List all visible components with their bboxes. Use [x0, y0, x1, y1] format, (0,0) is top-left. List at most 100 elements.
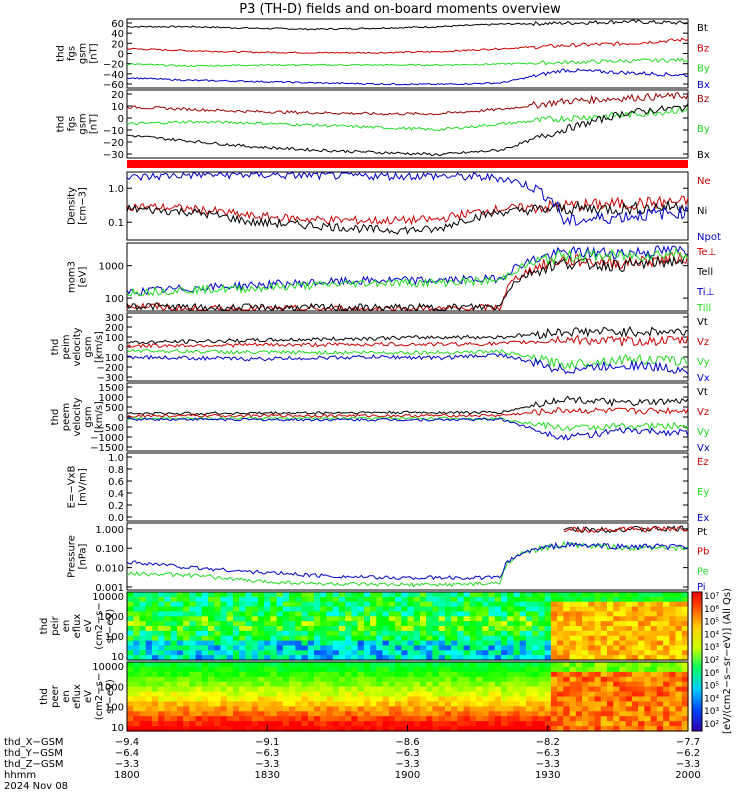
spectrogram-cell [338, 701, 346, 707]
spectrogram-cell [501, 681, 508, 688]
spectrogram-cell [538, 601, 546, 608]
spectrogram-cell [681, 676, 689, 683]
spectrogram-cell [457, 655, 465, 661]
spectrogram-cell [525, 621, 533, 627]
spectrogram-cell [631, 706, 639, 712]
spectrogram-cell [681, 701, 689, 707]
spectrogram-cell [401, 711, 409, 717]
spectrogram-cell [301, 696, 309, 702]
spectrogram-cell [395, 650, 402, 656]
spectrogram-cell [139, 611, 147, 617]
spectrogram-cell [463, 686, 471, 693]
spectrogram-cell [239, 666, 246, 673]
spectrogram-cell [189, 650, 197, 656]
spectrogram-cell [469, 650, 477, 656]
spectrogram-cell [257, 676, 265, 683]
spectrogram-cell [438, 650, 446, 656]
spectrogram-cell [457, 606, 465, 613]
spectrogram-cell [451, 611, 458, 617]
spectrogram-cell [245, 592, 253, 598]
spectrogram-cell [314, 701, 321, 707]
y-axis-label: sr−eV) [105, 609, 116, 644]
spectrogram-cell [307, 611, 315, 617]
spectrogram-cell [282, 666, 290, 673]
spectrogram-cell [208, 662, 215, 668]
spectrogram-cell [214, 686, 222, 693]
spectrogram-cell [395, 696, 402, 702]
spectrogram-cell [357, 711, 365, 717]
spectrogram-cell [519, 691, 527, 698]
spectrogram-cell [164, 721, 172, 727]
spectrogram-cell [413, 711, 421, 717]
spectrogram-cell [264, 621, 271, 627]
spectrogram-cell [133, 701, 140, 707]
spectrogram-cell [482, 716, 490, 722]
spectrogram-cell [139, 606, 147, 613]
spectrogram-cell [538, 671, 546, 678]
spectrogram-cell [631, 621, 639, 627]
spectrogram-cell [507, 666, 514, 673]
spectrogram-cell [276, 666, 284, 673]
spectrogram-cell [401, 592, 409, 598]
spectrogram-cell [582, 611, 589, 617]
spectrogram-cell [681, 630, 689, 637]
spectrogram-cell [407, 606, 415, 613]
spectrogram-cell [214, 711, 222, 717]
spectrogram-cell [208, 630, 215, 637]
spectrogram-cell [432, 711, 440, 717]
spectrogram-cell [463, 616, 471, 622]
spectrogram-cell [457, 726, 465, 732]
spectrogram-cell [463, 630, 471, 637]
spectrogram-cell [245, 645, 253, 651]
spectrogram-cell [625, 640, 633, 647]
spectrogram-cell [525, 655, 533, 661]
spectrogram-cell [338, 626, 346, 632]
spectrogram-cell [407, 640, 415, 647]
spectrogram-cell [345, 666, 352, 673]
spectrogram-cell [613, 626, 620, 632]
spectrogram-cell [251, 645, 259, 651]
spectrogram-cell [613, 616, 620, 622]
spectrogram-cell [532, 611, 539, 617]
spectrogram-cell [501, 606, 508, 613]
spectrogram-cell [451, 662, 458, 668]
spectrogram-cell [600, 635, 608, 642]
spectrogram-cell [183, 691, 190, 698]
spectrogram-cell [582, 606, 589, 613]
spectrogram-cell [133, 596, 140, 603]
spectrogram-cell [538, 621, 546, 627]
spectrogram-cell [257, 701, 265, 707]
spectrogram-cell [650, 626, 658, 632]
spectrogram-cell [519, 726, 527, 732]
spectrogram-cell [189, 592, 197, 598]
spectrogram-cell [264, 686, 271, 693]
spectrogram-cell [407, 691, 415, 698]
spectrogram-cell [407, 626, 415, 632]
y-tick-label: −500 [97, 423, 124, 434]
spectrogram-cell [332, 701, 340, 707]
spectrogram-cell [139, 681, 147, 688]
spectrogram-cell [345, 691, 352, 698]
spectrogram-cell [575, 645, 583, 651]
spectrogram-cell [575, 596, 583, 603]
spectrogram-cell [638, 681, 645, 688]
spectrogram-cell [675, 686, 683, 693]
spectrogram-cell [563, 676, 571, 683]
spectrogram-cell [644, 666, 652, 673]
spectrogram-cell [444, 621, 452, 627]
spectrogram-cell [557, 701, 564, 707]
spectrogram-cell [675, 650, 683, 656]
spectrogram-cell [282, 721, 290, 727]
spectrogram-cell [638, 671, 645, 678]
spectrogram-cell [388, 681, 396, 688]
spectrogram-cell [444, 671, 452, 678]
spectrogram-cell [301, 666, 309, 673]
spectrogram-cell [145, 601, 153, 608]
spectrogram-cell [151, 606, 159, 613]
spectrogram-cell [226, 650, 234, 656]
spectrogram-cell [357, 626, 365, 632]
spectrogram-cell [314, 711, 321, 717]
spectrogram-cell [519, 666, 527, 673]
spectrogram-cell [457, 696, 465, 702]
spectrogram-cell [226, 686, 234, 693]
